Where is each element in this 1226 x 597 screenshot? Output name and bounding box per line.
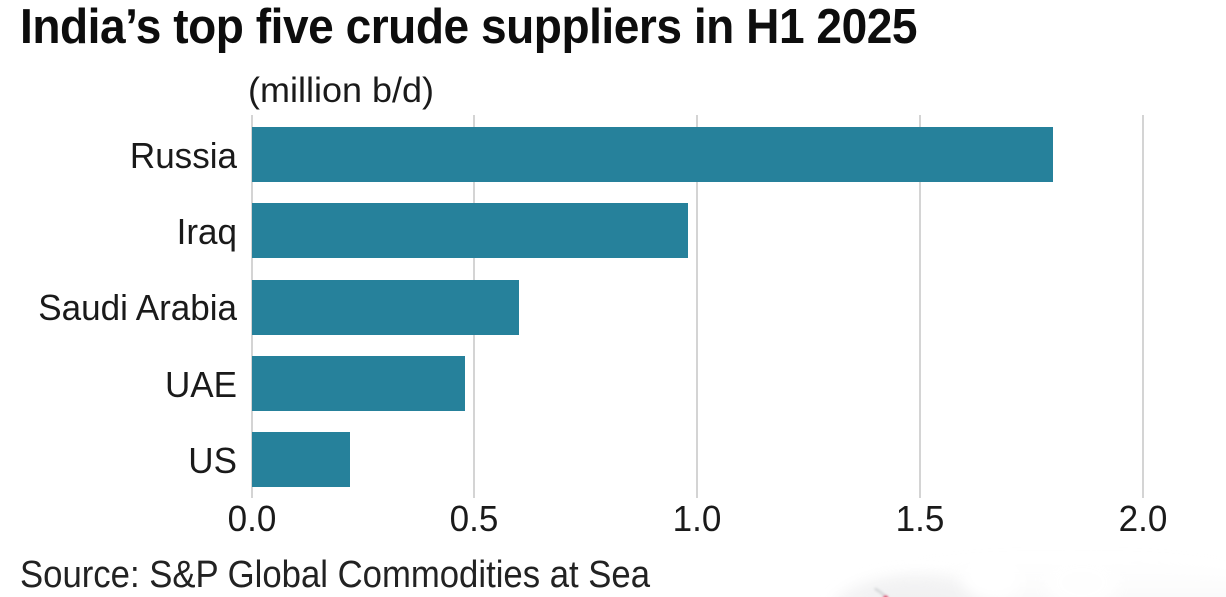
bar-us xyxy=(251,432,350,488)
chart-title: India’s top five crude suppliers in H1 2… xyxy=(20,0,918,54)
x-tick-label-2.0: 2.0 xyxy=(1118,497,1167,539)
category-label-uae: UAE xyxy=(164,363,237,405)
category-label-iraq: Iraq xyxy=(176,211,237,253)
x-tick-label-1.5: 1.5 xyxy=(895,497,945,539)
gridline-2.0 xyxy=(1141,115,1144,498)
category-label-saudi-arabia: Saudi Arabia xyxy=(38,287,237,329)
x-tick-label-0.0: 0.0 xyxy=(227,497,276,539)
watermark-blobs xyxy=(839,556,1226,597)
bar-iraq xyxy=(251,203,689,259)
bar-uae xyxy=(251,356,466,412)
axis-unit-label: (million b/d) xyxy=(248,69,435,110)
bar-russia xyxy=(251,127,1054,182)
x-tick-label-1.0: 1.0 xyxy=(672,497,722,539)
source-note: Source: S&P Global Commodities at Sea xyxy=(20,553,651,596)
gridline-1.0 xyxy=(696,115,698,498)
gridline-1.5 xyxy=(918,115,921,498)
sp-global-logo-watermark xyxy=(839,556,1226,597)
bar-saudi-arabia xyxy=(251,279,519,335)
x-tick-label-0.5: 0.5 xyxy=(449,497,499,539)
category-label-us: US xyxy=(188,440,237,482)
category-label-russia: Russia xyxy=(129,134,237,176)
